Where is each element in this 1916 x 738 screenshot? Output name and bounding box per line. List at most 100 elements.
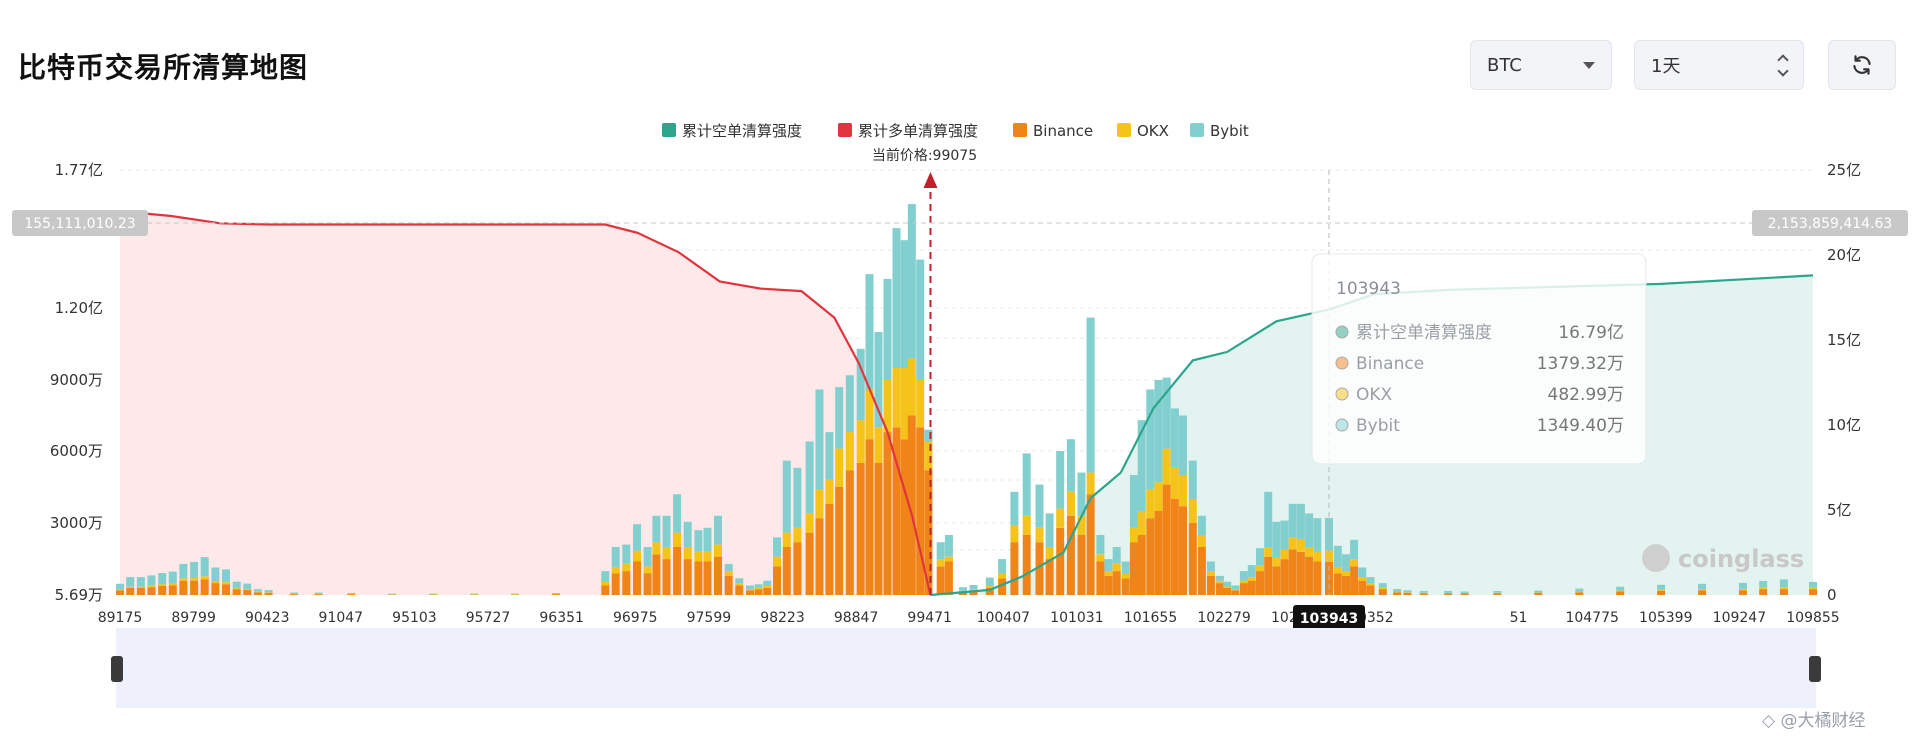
- bar-bybit-82: [1188, 460, 1197, 499]
- bar-binance-68: [1066, 515, 1075, 595]
- bar-binance-117: [1759, 589, 1768, 595]
- bar-okx-78: [1154, 482, 1163, 511]
- bar-bybit-64: [1022, 453, 1031, 516]
- left-axis-tick: 3000万: [50, 514, 103, 532]
- bar-bybit-34: [714, 515, 722, 545]
- bar-binance-28: [652, 554, 661, 595]
- bar-binance-25: [622, 571, 631, 595]
- bar-binance-58: [944, 561, 953, 595]
- bar-okx-41: [782, 532, 791, 547]
- bar-binance-55: [916, 427, 925, 595]
- bar-binance-63: [1010, 542, 1019, 595]
- bar-bybit-91: [1264, 491, 1273, 547]
- bar-okx-118: [1779, 587, 1788, 590]
- symbol-select[interactable]: BTC: [1470, 40, 1612, 90]
- bar-bybit-39: [763, 580, 772, 586]
- bar-okx-114: [1657, 589, 1666, 591]
- bar-binance-8: [200, 579, 209, 595]
- bar-bybit-80: [1170, 408, 1179, 468]
- timeframe-select[interactable]: 1天: [1634, 40, 1804, 90]
- bar-binance-33: [703, 561, 712, 595]
- x-axis-tick: 96351: [539, 610, 584, 626]
- bar-okx-42: [793, 527, 802, 543]
- bar-binance-99: [1333, 573, 1342, 595]
- tooltip-dot: [1335, 356, 1349, 370]
- bar-binance-86: [1223, 587, 1232, 595]
- bar-binance-64: [1022, 535, 1031, 595]
- bar-bybit-95: [1296, 503, 1305, 540]
- bar-okx-86: [1223, 586, 1232, 588]
- bar-binance-87: [1231, 590, 1240, 595]
- x-axis-tick: 100407: [977, 610, 1030, 626]
- bar-binance-75: [1129, 542, 1138, 595]
- bar-okx-113: [1616, 590, 1625, 592]
- bar-bybit-69: [1077, 472, 1086, 516]
- bar-bybit-110: [1493, 591, 1502, 593]
- bar-okx-30: [673, 532, 682, 547]
- bar-bybit-1: [126, 577, 135, 587]
- bar-binance-91: [1264, 556, 1273, 595]
- bar-okx-46: [835, 448, 844, 487]
- bar-binance-60: [969, 590, 978, 595]
- bar-okx-1: [126, 586, 135, 588]
- bar-okx-35: [724, 571, 733, 576]
- current-price-arrow: [923, 172, 938, 188]
- bar-bybit-14: [264, 590, 273, 593]
- bar-bybit-27: [643, 547, 652, 567]
- bar-okx-76: [1137, 511, 1146, 535]
- bar-bybit-68: [1066, 439, 1075, 492]
- bar-bybit-101: [1350, 539, 1359, 559]
- bar-binance-38: [754, 589, 763, 595]
- bar-binance-11: [232, 589, 241, 595]
- bar-bybit-88: [1239, 571, 1248, 581]
- bar-bybit-16: [314, 592, 323, 594]
- bar-binance-36: [735, 585, 744, 595]
- bar-okx-37: [746, 589, 754, 591]
- right-axis-tick: 20亿: [1827, 246, 1861, 264]
- bar-binance-77: [1146, 518, 1155, 595]
- refresh-button[interactable]: [1828, 40, 1896, 90]
- bar-bybit-6: [179, 563, 188, 579]
- bar-binance-88: [1239, 583, 1248, 595]
- bar-okx-61: [985, 586, 994, 588]
- bar-bybit-105: [1393, 589, 1402, 592]
- bar-bybit-83: [1197, 515, 1206, 535]
- x-axis-tick: 109247: [1713, 610, 1766, 626]
- bar-bybit-58: [944, 535, 953, 557]
- right-axis-tick: 0: [1827, 586, 1837, 604]
- bar-bybit-43: [805, 441, 814, 514]
- bar-okx-10: [222, 582, 230, 585]
- bar-okx-9: [211, 580, 220, 584]
- x-axis-tick: 95727: [466, 610, 511, 626]
- bar-okx-38: [754, 587, 763, 590]
- tooltip-row-value: 1349.40万: [1537, 416, 1624, 436]
- x-axis-hover-label: 103943: [1300, 611, 1358, 627]
- bar-binance-103: [1366, 585, 1375, 595]
- zoom-handle-right[interactable]: [1809, 656, 1821, 682]
- bar-bybit-116: [1739, 582, 1747, 589]
- bar-bybit-32: [694, 530, 703, 552]
- bar-binance-118: [1779, 589, 1788, 595]
- bar-binance-79: [1162, 484, 1171, 595]
- bar-okx-24: [611, 567, 620, 574]
- bar-okx-62: [998, 573, 1007, 579]
- bar-binance-95: [1296, 551, 1305, 595]
- bar-okx-63: [1010, 525, 1019, 543]
- x-axis-tick: 98223: [760, 610, 805, 626]
- bar-bybit-50: [874, 332, 883, 428]
- bar-bybit-53: [900, 240, 909, 368]
- bar-bybit-87: [1231, 585, 1240, 590]
- bar-okx-49: [865, 389, 874, 440]
- bar-okx-14: [264, 592, 273, 593]
- bar-okx-79: [1162, 448, 1171, 485]
- bar-okx-94: [1288, 537, 1297, 550]
- zoom-handle-left[interactable]: [111, 656, 123, 682]
- bar-okx-88: [1239, 580, 1248, 584]
- bar-okx-31: [683, 547, 692, 559]
- bar-bybit-85: [1215, 575, 1224, 581]
- bar-bybit-9: [211, 567, 220, 581]
- tooltip-dot: [1335, 325, 1349, 339]
- bar-okx-85: [1215, 580, 1224, 584]
- bar-binance-10: [222, 584, 230, 595]
